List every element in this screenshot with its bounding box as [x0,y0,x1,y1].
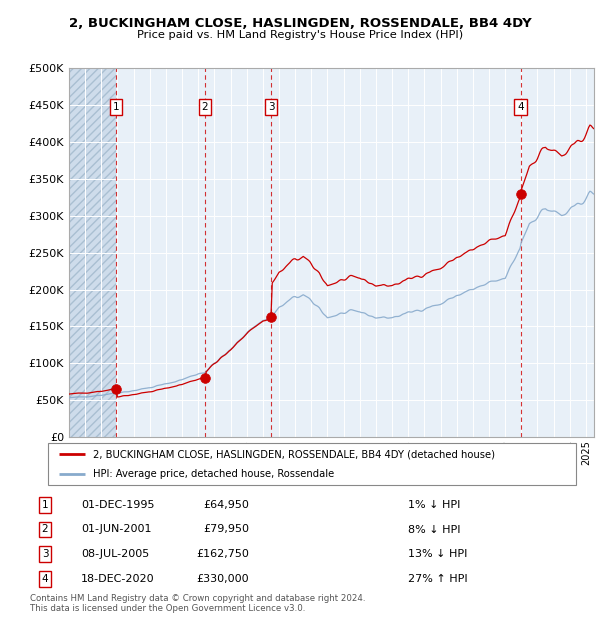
Text: 18-DEC-2020: 18-DEC-2020 [81,574,155,584]
FancyBboxPatch shape [48,443,576,485]
Text: 3: 3 [41,549,49,559]
Text: 2: 2 [202,102,208,112]
Text: 4: 4 [41,574,49,584]
Text: 01-JUN-2001: 01-JUN-2001 [81,525,151,534]
Text: 1: 1 [113,102,119,112]
Text: £330,000: £330,000 [196,574,249,584]
Text: 8% ↓ HPI: 8% ↓ HPI [408,525,461,534]
Text: HPI: Average price, detached house, Rossendale: HPI: Average price, detached house, Ross… [93,469,334,479]
Text: 27% ↑ HPI: 27% ↑ HPI [408,574,467,584]
Text: 1% ↓ HPI: 1% ↓ HPI [408,500,460,510]
Text: 3: 3 [268,102,275,112]
Text: 2: 2 [41,525,49,534]
Text: 2, BUCKINGHAM CLOSE, HASLINGDEN, ROSSENDALE, BB4 4DY: 2, BUCKINGHAM CLOSE, HASLINGDEN, ROSSEND… [68,17,532,30]
Text: £162,750: £162,750 [196,549,249,559]
Text: 2, BUCKINGHAM CLOSE, HASLINGDEN, ROSSENDALE, BB4 4DY (detached house): 2, BUCKINGHAM CLOSE, HASLINGDEN, ROSSEND… [93,450,495,459]
Text: Price paid vs. HM Land Registry's House Price Index (HPI): Price paid vs. HM Land Registry's House … [137,30,463,40]
Text: 1: 1 [41,500,49,510]
Text: 13% ↓ HPI: 13% ↓ HPI [408,549,467,559]
Text: £64,950: £64,950 [203,500,249,510]
Text: 4: 4 [517,102,524,112]
Text: Contains HM Land Registry data © Crown copyright and database right 2024.: Contains HM Land Registry data © Crown c… [30,593,365,603]
Text: 01-DEC-1995: 01-DEC-1995 [81,500,155,510]
Text: £79,950: £79,950 [203,525,249,534]
Text: 08-JUL-2005: 08-JUL-2005 [81,549,149,559]
Text: This data is licensed under the Open Government Licence v3.0.: This data is licensed under the Open Gov… [30,603,305,613]
